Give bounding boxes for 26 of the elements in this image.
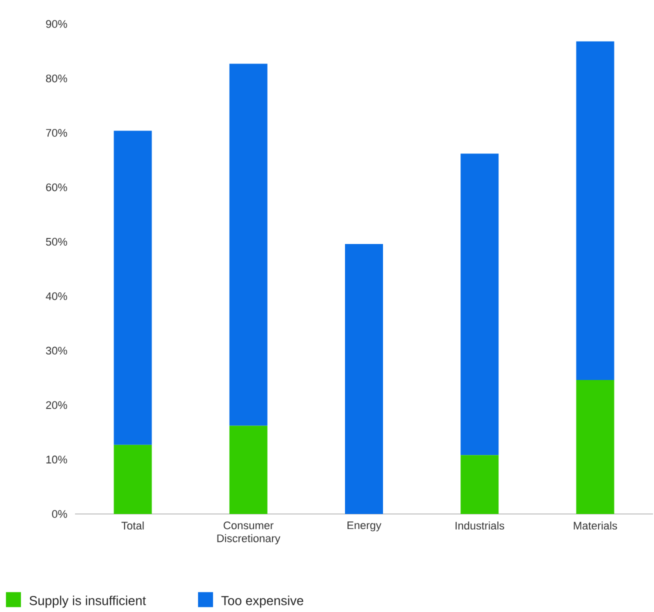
y-tick-label: 70% (46, 129, 68, 137)
bar (229, 426, 268, 514)
y-tick-label: 90% (46, 20, 68, 28)
x-tick-label: Industrials (456, 522, 504, 530)
y-tick-label: 80% (46, 74, 68, 82)
x-tick-label: Materials (574, 522, 618, 530)
y-tick-label: 20% (46, 401, 68, 409)
y-tick-label: 30% (46, 346, 68, 355)
y-tick-label: 50% (46, 238, 68, 246)
x-tick-label: Energy (348, 522, 382, 532)
bar (460, 154, 499, 456)
bar (345, 244, 384, 514)
bar (576, 41, 614, 380)
bar (229, 64, 268, 426)
legend-label: Too expensive (221, 596, 304, 608)
bar (114, 444, 152, 514)
legend-label: Supply is insufficient (30, 596, 146, 608)
y-tick-label: 60% (46, 183, 68, 192)
x-tick-label: Consumer Discretionary (217, 522, 280, 544)
x-tick-label: Total (121, 522, 144, 530)
y-tick-label: 10% (46, 456, 68, 464)
bar (576, 380, 614, 514)
y-tick-label: 40% (46, 292, 68, 300)
bar (114, 130, 152, 445)
bar (460, 455, 499, 514)
y-tick-label: 0% (52, 510, 68, 518)
